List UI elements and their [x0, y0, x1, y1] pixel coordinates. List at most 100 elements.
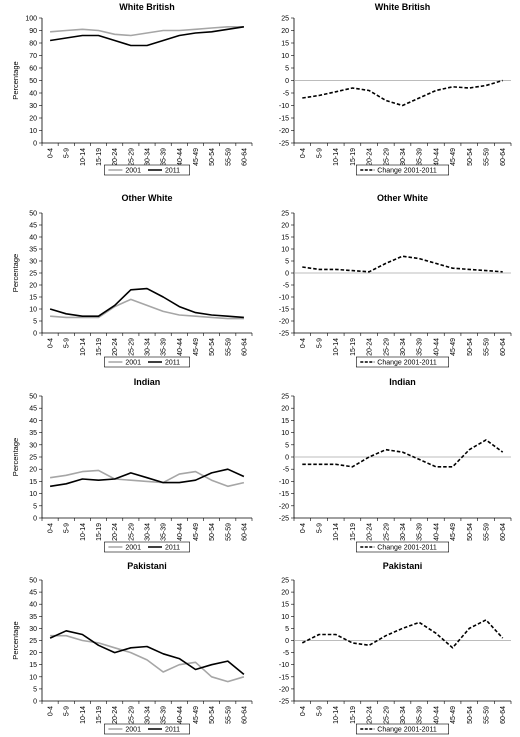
x-tick-label: 0-4 [48, 148, 55, 158]
x-tick-label: 0-4 [300, 338, 307, 348]
x-tick-label: 50-54 [467, 706, 474, 724]
y-tick-label: 25 [29, 455, 37, 462]
chart-ow-change: Other White -25 -20 -15 -10 -5 0 5 10 15 20 25 0-4 5-… [279, 193, 512, 368]
x-tick-label: 55-59 [483, 338, 490, 356]
x-tick-label: 50-54 [209, 706, 216, 724]
legend-box [355, 164, 449, 176]
y-tick-label: 0 [33, 699, 37, 706]
y-tick-label: -5 [283, 91, 289, 98]
x-tick-label: 35-39 [161, 148, 168, 166]
y-tick-label: 35 [29, 614, 37, 621]
x-tick-label: 10-14 [80, 523, 87, 541]
x-tick-label: 30-34 [145, 523, 152, 541]
x-tick-label: 30-34 [400, 148, 407, 166]
chart-pk-change: Pakistani -25 -20 -15 -10 -5 0 5 10 15 20 25 0-4 5-9 1… [279, 561, 512, 735]
legend-box [355, 541, 449, 553]
x-tick-label: 25-29 [383, 523, 390, 541]
x-tick-label: 25-29 [128, 523, 135, 541]
y-tick-label: 45 [29, 590, 37, 597]
x-tick-label: 40-44 [177, 706, 184, 724]
y-tick-label: -15 [279, 674, 289, 681]
y-tick-label: 70 [29, 53, 37, 60]
x-tick-label: 45-49 [193, 338, 200, 356]
x-tick-label: 0-4 [48, 706, 55, 716]
x-tick-label: 5-9 [64, 148, 71, 158]
x-tick-label: 40-44 [433, 148, 440, 166]
chart-in-level: Indian Percentage 0 5 10 15 20 25 30 35 40 45 50 0-4 5… [11, 377, 253, 553]
x-tick-label: 30-34 [145, 338, 152, 356]
y-tick-label: -10 [279, 103, 289, 110]
legend-label: Change 2001-2011 [377, 360, 437, 367]
x-tick-label: 10-14 [80, 706, 87, 724]
y-tick-label: -25 [279, 331, 289, 338]
y-tick-label: 25 [281, 211, 289, 218]
x-tick-label: 35-39 [417, 706, 424, 724]
legend-box [104, 723, 190, 735]
y-tick-label: 40 [29, 235, 37, 242]
legend-label: 2001 [125, 545, 141, 552]
y-tick-label: 35 [29, 247, 37, 254]
x-tick-label: 60-64 [241, 706, 248, 724]
x-tick-label: 20-24 [367, 523, 374, 541]
chart-title: Other White [122, 193, 173, 203]
y-axis-label: Percentage [11, 438, 20, 476]
y-tick-label: -25 [279, 699, 289, 706]
y-tick-label: 20 [281, 590, 289, 597]
x-tick-label: 10-14 [333, 338, 340, 356]
y-tick-label: 25 [29, 638, 37, 645]
x-tick-label: 40-44 [433, 338, 440, 356]
series-line-0 [50, 634, 245, 683]
x-tick-label: 40-44 [177, 523, 184, 541]
x-tick-label: 20-24 [112, 338, 119, 356]
chart-ow-level: Other White Percentage 0 5 10 15 20 25 30 35 40 45 5… [11, 193, 253, 368]
x-tick-label: 5-9 [317, 706, 324, 716]
x-tick-label: 35-39 [417, 148, 424, 166]
x-tick-label: 40-44 [433, 523, 440, 541]
x-tick-label: 60-64 [241, 523, 248, 541]
x-tick-label: 60-64 [241, 338, 248, 356]
y-tick-label: 30 [29, 626, 37, 633]
x-tick-label: 45-49 [450, 338, 457, 356]
x-tick-label: 50-54 [467, 148, 474, 166]
y-tick-label: 10 [281, 614, 289, 621]
x-tick-label: 5-9 [64, 706, 71, 716]
x-tick-label: 35-39 [161, 706, 168, 724]
series-line-0 [302, 439, 504, 468]
y-tick-label: 60 [29, 66, 37, 73]
x-tick-label: 45-49 [193, 523, 200, 541]
x-tick-label: 0-4 [300, 523, 307, 533]
x-tick-label: 30-34 [145, 706, 152, 724]
y-tick-label: -5 [283, 283, 289, 290]
x-tick-label: 20-24 [112, 148, 119, 166]
y-axis-label: Percentage [11, 254, 20, 292]
y-tick-label: -15 [279, 491, 289, 498]
legend-label: Change 2001-2011 [377, 545, 437, 552]
legend-label: 2001 [125, 360, 141, 367]
x-tick-label: 55-59 [225, 523, 232, 541]
x-tick-label: 0-4 [300, 706, 307, 716]
x-tick-label: 25-29 [128, 338, 135, 356]
x-tick-label: 60-64 [500, 523, 507, 541]
chart-pk-level: Pakistani Percentage 0 5 10 15 20 25 30 35 40 45 50 0… [11, 561, 253, 735]
legend-label: 2011 [165, 360, 180, 367]
x-tick-label: 10-14 [333, 706, 340, 724]
x-tick-label: 60-64 [500, 338, 507, 356]
y-tick-label: 10 [29, 128, 37, 135]
chart-title: Pakistani [383, 561, 423, 571]
y-tick-label: 80 [29, 41, 37, 48]
y-tick-label: 20 [281, 28, 289, 35]
x-tick-label: 55-59 [225, 338, 232, 356]
x-tick-label: 60-64 [500, 148, 507, 166]
y-tick-label: -15 [279, 307, 289, 314]
y-tick-label: 20 [29, 650, 37, 657]
y-tick-label: 5 [285, 259, 289, 266]
y-tick-label: 100 [25, 16, 37, 23]
x-tick-label: 60-64 [241, 148, 248, 166]
y-tick-label: 25 [281, 578, 289, 585]
x-tick-label: 5-9 [64, 338, 71, 348]
y-tick-label: 10 [29, 491, 37, 498]
x-tick-label: 35-39 [161, 338, 168, 356]
y-tick-label: 15 [281, 418, 289, 425]
chart-title: Indian [134, 377, 161, 387]
